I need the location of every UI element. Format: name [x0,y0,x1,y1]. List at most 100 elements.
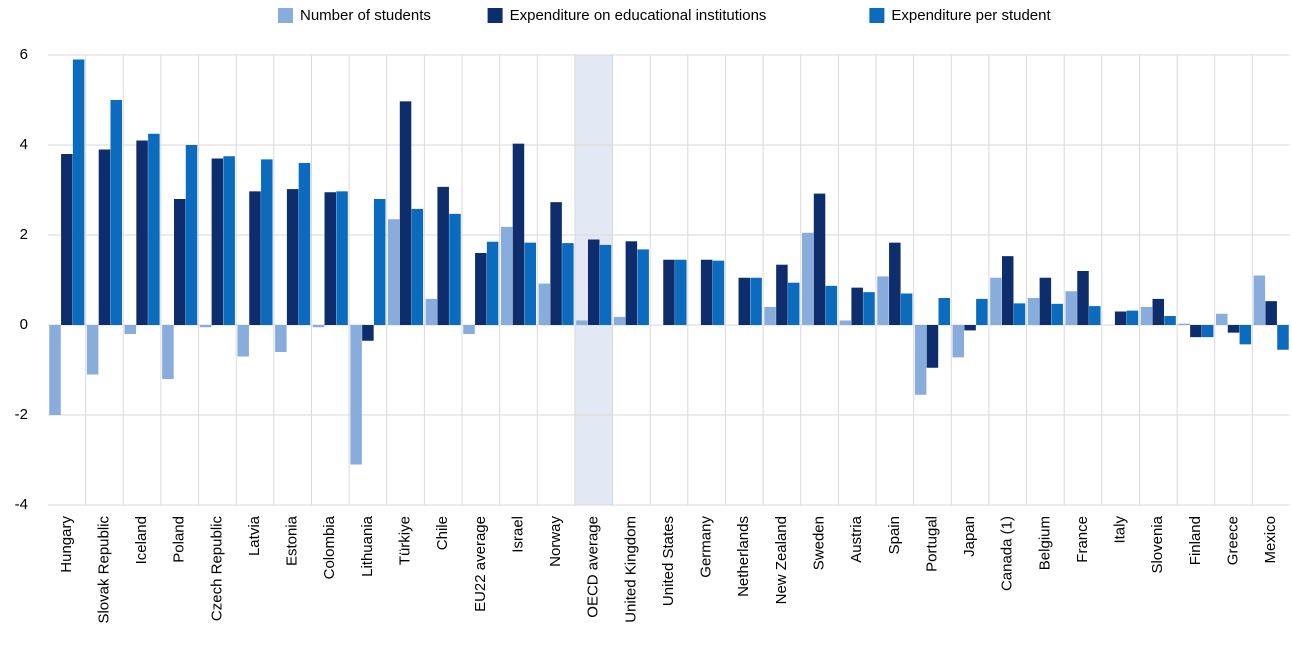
bar [124,325,137,334]
bar [86,325,99,375]
y-tick-label: 0 [20,316,28,333]
bar [387,219,400,325]
bar [787,282,800,325]
y-tick-label: 6 [20,46,28,63]
legend-swatch [487,8,503,23]
bar [148,133,160,325]
bar [72,59,85,325]
x-tick-label: Sweden [811,516,828,570]
bar [900,293,913,325]
bar [350,325,362,465]
bar [764,307,776,325]
y-tick-label: -4 [15,496,28,513]
bar [1265,301,1277,325]
bar [990,277,1002,325]
bar [801,232,814,325]
bar [312,325,325,328]
x-tick-label: Canada (1) [999,516,1016,591]
x-tick-label: United States [660,516,677,606]
bar [813,193,826,325]
bar [1215,313,1228,325]
bar [976,298,988,325]
bar [524,242,537,325]
bar [675,259,687,325]
bar [1140,307,1153,325]
bar [449,213,461,325]
x-tick-label: Norway [547,516,564,567]
bar [298,163,311,325]
x-tick-label: Japan [961,516,978,557]
bar [776,264,788,325]
x-tick-label: Slovenia [1149,515,1166,573]
bar [1164,316,1176,325]
bar [1253,275,1266,325]
bar [877,276,889,325]
legend-label: Number of students [300,7,431,24]
x-tick-label: Lithuania [359,515,376,577]
x-tick-label: Hungary [58,516,75,573]
bar [261,159,273,325]
bar [851,287,863,325]
x-tick-label: Portugal [923,516,940,572]
bar [914,325,927,395]
y-tick-label: 4 [20,136,28,153]
x-tick-label: OECD average [585,516,602,618]
bar [136,140,148,325]
bar [475,253,487,325]
x-tick-label: Chile [434,516,451,550]
bar [889,242,901,325]
bar [1126,310,1139,325]
bar [463,325,475,334]
bar [512,143,525,325]
bar [637,249,649,325]
bar [223,156,235,325]
x-tick-label: Finland [1187,516,1204,565]
x-tick-label: Slovak Republic [95,516,112,624]
x-tick-label: Iceland [133,516,150,564]
bar [173,199,186,325]
bar [1277,325,1289,350]
bar [211,158,224,325]
bar [712,260,725,325]
legend-label: Expenditure on educational institutions [510,7,767,24]
x-tick-label: France [1074,516,1091,563]
x-tick-label: Latvia [246,515,263,556]
x-tick-label: Greece [1225,516,1242,565]
bar [1152,298,1165,325]
legend-label: Expenditure per student [891,7,1051,24]
bar [964,325,976,331]
bar [162,325,174,379]
bar [98,149,111,325]
bar [700,259,713,325]
bar [1114,311,1127,325]
x-tick-label: Estonia [284,515,301,566]
y-tick-label: -2 [15,406,28,423]
bar [738,277,751,325]
x-tick-label: Austria [848,515,865,562]
bar [926,325,939,368]
bar [538,283,551,325]
bar [839,320,852,325]
x-tick-label: Netherlands [735,516,752,597]
bar [373,199,386,325]
bar [1077,271,1089,325]
bar [399,101,412,325]
bar [599,244,612,325]
bar [1190,325,1202,338]
x-tick-label: Czech Republic [208,516,225,622]
bar [663,259,675,325]
bar [1227,325,1240,333]
bar [1027,298,1040,325]
bar [576,320,588,325]
bar [587,239,600,325]
x-tick-label: Spain [886,516,903,554]
bar [336,191,348,325]
bar [275,325,287,352]
bar [550,202,562,325]
bar [863,292,875,325]
bar [952,325,965,358]
bar [1178,323,1190,325]
x-tick-label: Italy [1112,516,1129,544]
bar [61,154,73,325]
